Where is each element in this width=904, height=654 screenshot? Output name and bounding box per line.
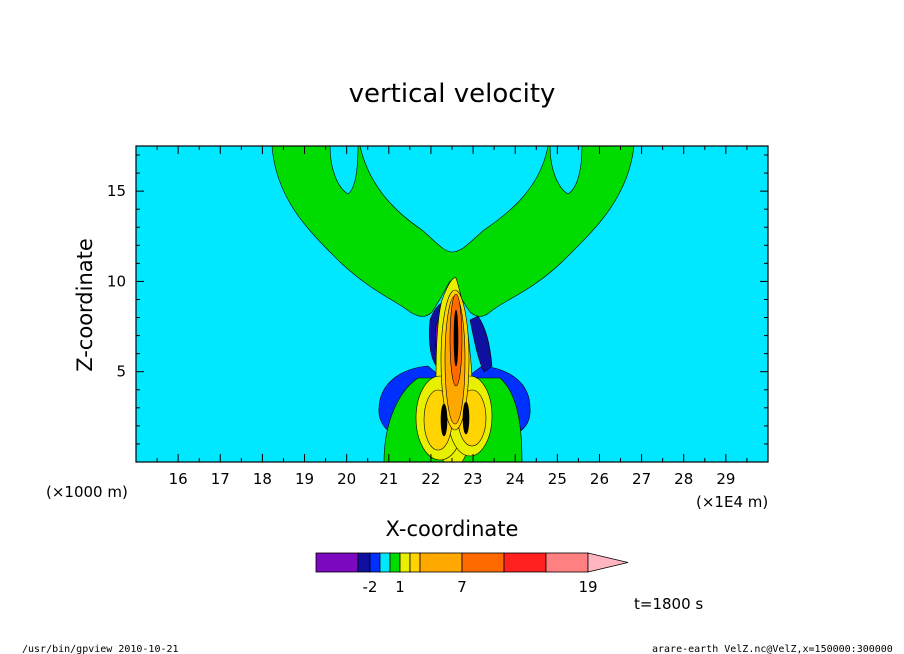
x-tick-label: 24 — [506, 470, 525, 488]
colorbar-box — [461, 552, 505, 573]
footer-right: arare-earth_VelZ.nc@VelZ,x=150000:300000 — [652, 644, 893, 654]
y-tick-labels: 5 10 15 — [107, 182, 126, 381]
plot-area — [135, 145, 769, 463]
colorbar-tick-label: 7 — [457, 578, 467, 596]
cyan-pocket-right — [549, 146, 583, 195]
x-tick-label: 21 — [379, 470, 398, 488]
colorbar-box — [399, 552, 411, 573]
colorbar-tick-label: -2 — [363, 578, 378, 596]
y-axis-label: Z-coordinate — [73, 238, 97, 372]
x-tick-label: 25 — [548, 470, 567, 488]
cyan-pocket-left — [329, 146, 359, 195]
colorbar-tick-labels: -2 1 7 19 — [363, 578, 598, 596]
x-tick-label: 18 — [253, 470, 272, 488]
chart-title: vertical velocity — [349, 79, 556, 109]
cyan-core-upper — [359, 146, 549, 253]
y-scale-label: (×1000 m) — [46, 483, 128, 501]
black-strip-right — [462, 401, 470, 435]
x-tick-label: 28 — [674, 470, 693, 488]
black-strip-left — [440, 403, 448, 437]
colorbar-box — [419, 552, 463, 573]
x-tick-label: 29 — [716, 470, 735, 488]
colorbar-box — [379, 552, 391, 573]
colorbar-box — [545, 552, 589, 573]
x-axis-label: X-coordinate — [386, 517, 519, 541]
colorbar-tick-label: 19 — [578, 578, 597, 596]
colorbar-box — [315, 552, 359, 573]
x-tick-label: 26 — [590, 470, 609, 488]
colorbar-box — [503, 552, 547, 573]
colorbar-box — [409, 552, 421, 573]
colorbar — [315, 552, 629, 573]
colorbar-box — [357, 552, 371, 573]
colorbar-arrow — [587, 552, 629, 573]
colorbar-box — [369, 552, 381, 573]
x-tick-label: 20 — [337, 470, 356, 488]
time-label: t=1800 s — [634, 595, 703, 613]
darkblue-flank-right — [469, 315, 493, 373]
y-tick-label: 10 — [107, 272, 126, 290]
x-tick-label: 27 — [632, 470, 651, 488]
x-tick-label: 16 — [169, 470, 188, 488]
colorbar-box — [389, 552, 401, 573]
x-tick-labels: 16 17 18 19 20 21 22 23 24 25 26 27 28 29 — [169, 470, 736, 488]
x-tick-label: 19 — [295, 470, 314, 488]
x-tick-label: 23 — [464, 470, 483, 488]
y-tick-label: 5 — [116, 363, 126, 381]
x-tick-label: 22 — [421, 470, 440, 488]
footer-left: /usr/bin/gpview 2010-10-21 — [22, 644, 179, 654]
y-tick-label: 15 — [107, 182, 126, 200]
colorbar-tick-label: 1 — [395, 578, 405, 596]
x-tick-label: 17 — [211, 470, 230, 488]
x-scale-label: (×1E4 m) — [696, 493, 768, 511]
black-strip-center — [453, 309, 459, 367]
